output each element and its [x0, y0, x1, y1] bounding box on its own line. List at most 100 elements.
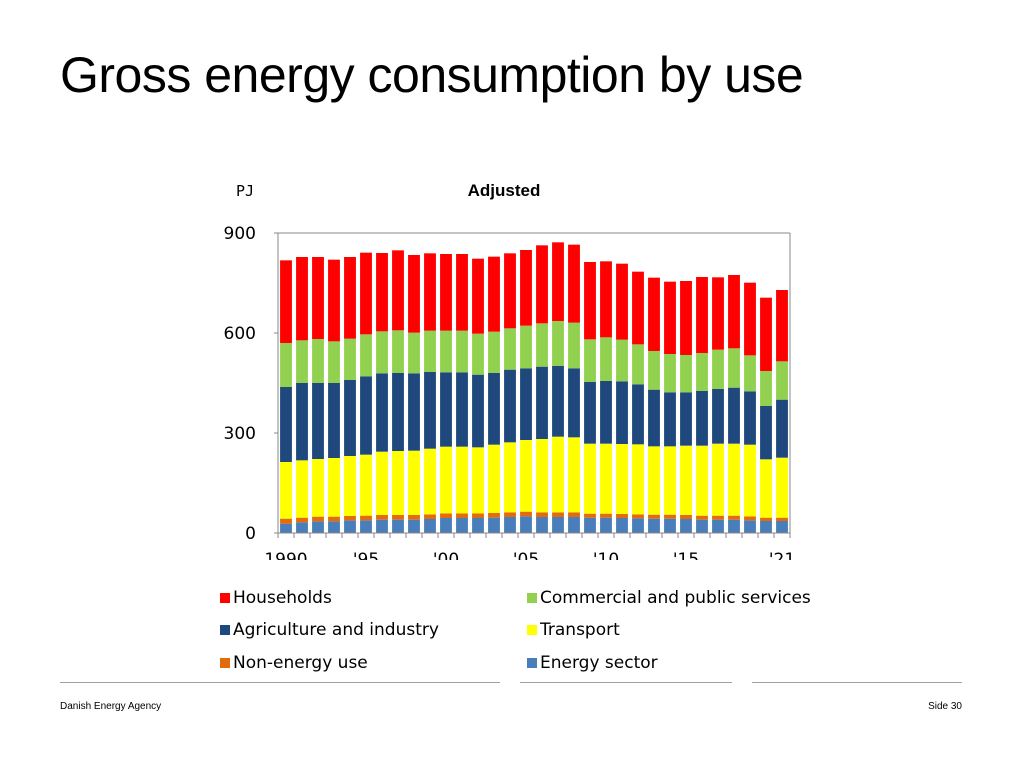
- bar-segment: [664, 446, 676, 515]
- footer-divider: [60, 682, 500, 683]
- bar-segment: [536, 517, 548, 533]
- bar-segment: [552, 366, 564, 437]
- footer-organization: Danish Energy Agency: [60, 701, 162, 712]
- bar-segment: [600, 443, 612, 514]
- bar-segment: [456, 446, 468, 514]
- bar-segment: [296, 257, 308, 341]
- bar-segment: [488, 331, 500, 373]
- bar-segment: [424, 372, 436, 449]
- bar-segment: [696, 353, 708, 391]
- bar-segment: [600, 381, 612, 444]
- bar-segment: [440, 518, 452, 533]
- bar-segment: [712, 277, 724, 350]
- bar-segment: [328, 458, 340, 517]
- bar-segment: [728, 275, 740, 349]
- bar-segment: [632, 271, 644, 345]
- bar-segment: [488, 256, 500, 332]
- bar-segment: [376, 331, 388, 374]
- legend-item-agriculture: Agriculture and industry: [220, 620, 439, 640]
- bar-segment: [536, 323, 548, 367]
- bar-segment: [552, 512, 564, 517]
- bar-segment: [328, 521, 340, 533]
- x-tick-label: '21: [769, 550, 795, 560]
- bar-segment: [600, 337, 612, 381]
- bar-segment: [632, 384, 644, 445]
- y-tick-label: 900: [224, 224, 256, 244]
- bar-segment: [680, 515, 692, 519]
- bar-segment: [696, 515, 708, 520]
- bar-segment: [392, 519, 404, 533]
- bar-segment: [392, 373, 404, 451]
- bar-segment: [664, 354, 676, 393]
- bar-segment: [328, 259, 340, 342]
- bar-segment: [776, 399, 788, 458]
- bar-segment: [632, 344, 644, 385]
- bar-segment: [552, 242, 564, 321]
- legend-label: Energy sector: [540, 653, 658, 673]
- legend-label: Commercial and public services: [540, 588, 811, 608]
- bar-segment: [504, 328, 516, 370]
- bar-segment: [360, 454, 372, 516]
- footer-divider: [752, 682, 962, 683]
- bar-segment: [616, 381, 628, 444]
- bar-segment: [760, 521, 772, 533]
- bar-segment: [728, 443, 740, 516]
- bar-segment: [520, 440, 532, 512]
- legend-label: Households: [233, 588, 332, 608]
- bar-segment: [392, 330, 404, 373]
- bar-segment: [392, 451, 404, 515]
- x-tick-label: '00: [433, 550, 459, 560]
- bar-segment: [664, 281, 676, 354]
- bar-segment: [744, 355, 756, 392]
- bar-segment: [600, 513, 612, 518]
- bar-segment: [744, 282, 756, 356]
- bar-segment: [360, 252, 372, 335]
- footer-page-number: Side 30: [928, 701, 962, 712]
- bar-segment: [312, 339, 324, 383]
- bar-segment: [712, 389, 724, 444]
- bar-segment: [536, 366, 548, 439]
- bar-segment: [584, 517, 596, 533]
- bar-segment: [440, 513, 452, 518]
- bar-segment: [488, 444, 500, 513]
- page-title: Gross energy consumption by use: [60, 47, 804, 103]
- bar-segment: [760, 406, 772, 460]
- bar-segment: [472, 333, 484, 375]
- legend-label: Transport: [540, 620, 620, 640]
- bar-segment: [616, 444, 628, 514]
- y-axis-unit-label: PJ: [236, 182, 254, 200]
- bar-segment: [568, 244, 580, 323]
- bar-segment: [280, 523, 292, 533]
- bar-segment: [632, 444, 644, 515]
- bar-segment: [680, 281, 692, 355]
- bar-segment: [408, 373, 420, 451]
- legend-item-transport: Transport: [527, 620, 620, 640]
- bar-segment: [360, 520, 372, 533]
- bar-segment: [712, 349, 724, 389]
- bar-segment: [664, 392, 676, 447]
- stacked-bar-chart: 0 300 600 900 1990 '95 '00 '05 '10 '15 '21 PJ Adjust…: [224, 181, 796, 560]
- bar-segment: [424, 519, 436, 533]
- legend-item-non-energy: Non-energy use: [220, 653, 368, 673]
- x-tick-label: 1990: [264, 550, 307, 560]
- bar-segment: [568, 437, 580, 513]
- legend-item-households: Households: [220, 588, 332, 608]
- bar-segment: [536, 512, 548, 517]
- bar-segment: [376, 373, 388, 452]
- bar-segment: [680, 519, 692, 533]
- bar-segment: [760, 459, 772, 518]
- bar-segment: [712, 515, 724, 520]
- bar-segment: [328, 383, 340, 458]
- legend-label: Agriculture and industry: [233, 620, 439, 640]
- bar-segment: [600, 261, 612, 338]
- bar-segment: [648, 389, 660, 447]
- bar-segment: [552, 321, 564, 366]
- bar-segment: [744, 516, 756, 521]
- bar-segment: [392, 515, 404, 520]
- legend-item-commercial: Commercial and public services: [527, 588, 811, 608]
- x-tick-label: '05: [513, 550, 539, 560]
- bar-segment: [376, 253, 388, 332]
- bar-segment: [776, 457, 788, 518]
- bar-segment: [376, 515, 388, 520]
- bar-segment: [280, 387, 292, 462]
